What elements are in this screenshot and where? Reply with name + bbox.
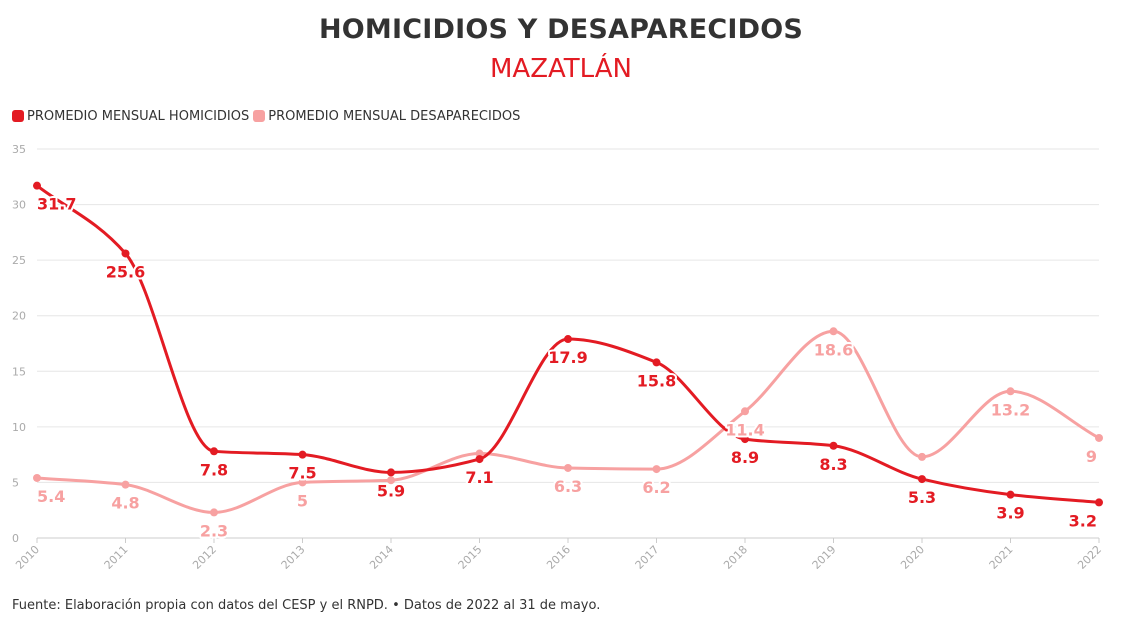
data-point-homicidios-2015 bbox=[475, 455, 484, 464]
data-point-desaparecidos-2013 bbox=[298, 478, 307, 487]
y-tick-label-15: 15 bbox=[12, 365, 26, 378]
chart-legend: PROMEDIO MENSUAL HOMICIDIOS PROMEDIO MEN… bbox=[12, 106, 524, 126]
data-point-desaparecidos-2019 bbox=[829, 327, 838, 336]
series-line-homicidios bbox=[35, 184, 1101, 504]
y-tick-label-10: 10 bbox=[12, 421, 26, 434]
data-label-homicidios-2016: 17.9 bbox=[548, 348, 587, 367]
data-point-desaparecidos-2015 bbox=[475, 449, 484, 458]
legend-label-desaparecidos: PROMEDIO MENSUAL DESAPARECIDOS bbox=[268, 108, 521, 124]
x-tick-label-2021: 2021 bbox=[987, 543, 1016, 572]
data-point-homicidios-2019 bbox=[829, 441, 838, 450]
data-label-desaparecidos-2019: 18.6 bbox=[814, 340, 853, 359]
data-label-desaparecidos-2010: 5.4 bbox=[37, 487, 65, 506]
x-tick-label-2012: 2012 bbox=[190, 543, 219, 572]
data-point-desaparecidos-2011 bbox=[121, 480, 130, 489]
data-label-desaparecidos-2021: 13.2 bbox=[991, 400, 1030, 419]
data-label-homicidios-2014: 5.9 bbox=[377, 481, 405, 500]
x-tick-label-2016: 2016 bbox=[544, 543, 573, 572]
data-point-homicidios-2018 bbox=[741, 435, 749, 444]
x-tick-label-2010: 2010 bbox=[13, 543, 42, 572]
data-label-desaparecidos-2022: 9 bbox=[1086, 447, 1097, 466]
data-label-desaparecidos-2016: 6.3 bbox=[554, 477, 582, 496]
point-layer bbox=[33, 181, 1103, 517]
data-point-homicidios-2021 bbox=[1006, 490, 1015, 499]
data-point-homicidios-2022 bbox=[1095, 498, 1103, 507]
data-label-desaparecidos-2013: 5 bbox=[297, 491, 308, 510]
data-point-desaparecidos-2021 bbox=[1006, 387, 1015, 396]
data-label-homicidios-2015: 7.1 bbox=[465, 468, 493, 487]
x-tick-label-2013: 2013 bbox=[279, 543, 308, 572]
y-tick-label-25: 25 bbox=[12, 254, 26, 267]
data-point-desaparecidos-2014 bbox=[387, 476, 395, 485]
data-point-desaparecidos-2018 bbox=[741, 407, 749, 416]
data-point-homicidios-2020 bbox=[918, 475, 926, 484]
x-tick-label-2018: 2018 bbox=[721, 543, 750, 572]
data-point-desaparecidos-2020 bbox=[918, 452, 926, 461]
data-label-desaparecidos-2017: 6.2 bbox=[642, 478, 670, 497]
data-point-desaparecidos-2017 bbox=[652, 465, 661, 474]
data-point-desaparecidos-2010 bbox=[33, 473, 41, 482]
data-label-homicidios-2021: 3.9 bbox=[996, 504, 1024, 523]
data-label-desaparecidos-2018: 11.4 bbox=[725, 420, 764, 439]
y-tick-label-20: 20 bbox=[12, 310, 26, 323]
data-point-homicidios-2012 bbox=[210, 447, 218, 456]
x-tick-label-2015: 2015 bbox=[456, 543, 485, 572]
legend-label-homicidios: PROMEDIO MENSUAL HOMICIDIOS bbox=[27, 108, 250, 124]
data-label-desaparecidos-2012: 2.3 bbox=[200, 521, 228, 540]
x-tick-label-2011: 2011 bbox=[102, 543, 131, 572]
y-tick-label-5: 5 bbox=[12, 476, 19, 489]
source-note: Fuente: Elaboración propia con datos del… bbox=[12, 598, 601, 613]
data-label-homicidios-2011: 25.6 bbox=[106, 262, 145, 281]
data-point-homicidios-2017 bbox=[652, 358, 661, 367]
legend-item-homicidios[interactable]: PROMEDIO MENSUAL HOMICIDIOS bbox=[12, 109, 249, 124]
x-tick-label-2022: 2022 bbox=[1075, 543, 1104, 572]
data-point-desaparecidos-2016 bbox=[564, 463, 572, 472]
data-label-homicidios-2019: 8.3 bbox=[819, 455, 847, 474]
y-tick-label-35: 35 bbox=[12, 143, 26, 156]
x-tick-label-2017: 2017 bbox=[633, 543, 662, 572]
data-point-desaparecidos-2022 bbox=[1095, 433, 1103, 442]
data-label-homicidios-2017: 15.8 bbox=[637, 371, 676, 390]
data-label-homicidios-2013: 7.5 bbox=[288, 464, 316, 483]
data-point-homicidios-2014 bbox=[387, 468, 395, 477]
data-label-homicidios-2018: 8.9 bbox=[731, 448, 759, 467]
data-point-homicidios-2016 bbox=[564, 335, 572, 344]
data-label-homicidios-2010: 31.7 bbox=[37, 195, 76, 214]
chart-subtitle: MAZATLÁN bbox=[490, 54, 632, 84]
y-tick-label-0: 0 bbox=[12, 532, 19, 545]
label-layer: 31.7 25.6 7.8 7.5 5.9 7.1 17.9 15.8 8.9 8.3 5.3 3.9… bbox=[35, 193, 1099, 543]
data-label-homicidios-2012: 7.8 bbox=[200, 460, 228, 479]
x-tick-label-2020: 2020 bbox=[898, 543, 927, 572]
legend-swatch-desaparecidos bbox=[253, 110, 266, 122]
data-point-desaparecidos-2012 bbox=[210, 508, 218, 517]
legend-swatch-homicidios bbox=[12, 110, 24, 122]
data-point-homicidios-2011 bbox=[121, 249, 130, 258]
y-tick-label-30: 30 bbox=[12, 199, 26, 212]
legend-item-desaparecidos[interactable]: PROMEDIO MENSUAL DESAPARECIDOS bbox=[253, 109, 520, 124]
chart-title: HOMICIDIOS Y DESAPARECIDOS bbox=[318, 14, 804, 45]
data-label-homicidios-2022: 3.2 bbox=[1069, 511, 1097, 530]
data-label-homicidios-2020: 5.3 bbox=[908, 488, 936, 507]
data-point-homicidios-2013 bbox=[298, 450, 307, 459]
data-label-desaparecidos-2011: 4.8 bbox=[111, 494, 139, 513]
x-tick-label-2019: 2019 bbox=[810, 543, 839, 572]
data-point-homicidios-2010 bbox=[33, 181, 41, 190]
x-tick-label-2014: 2014 bbox=[367, 543, 396, 572]
